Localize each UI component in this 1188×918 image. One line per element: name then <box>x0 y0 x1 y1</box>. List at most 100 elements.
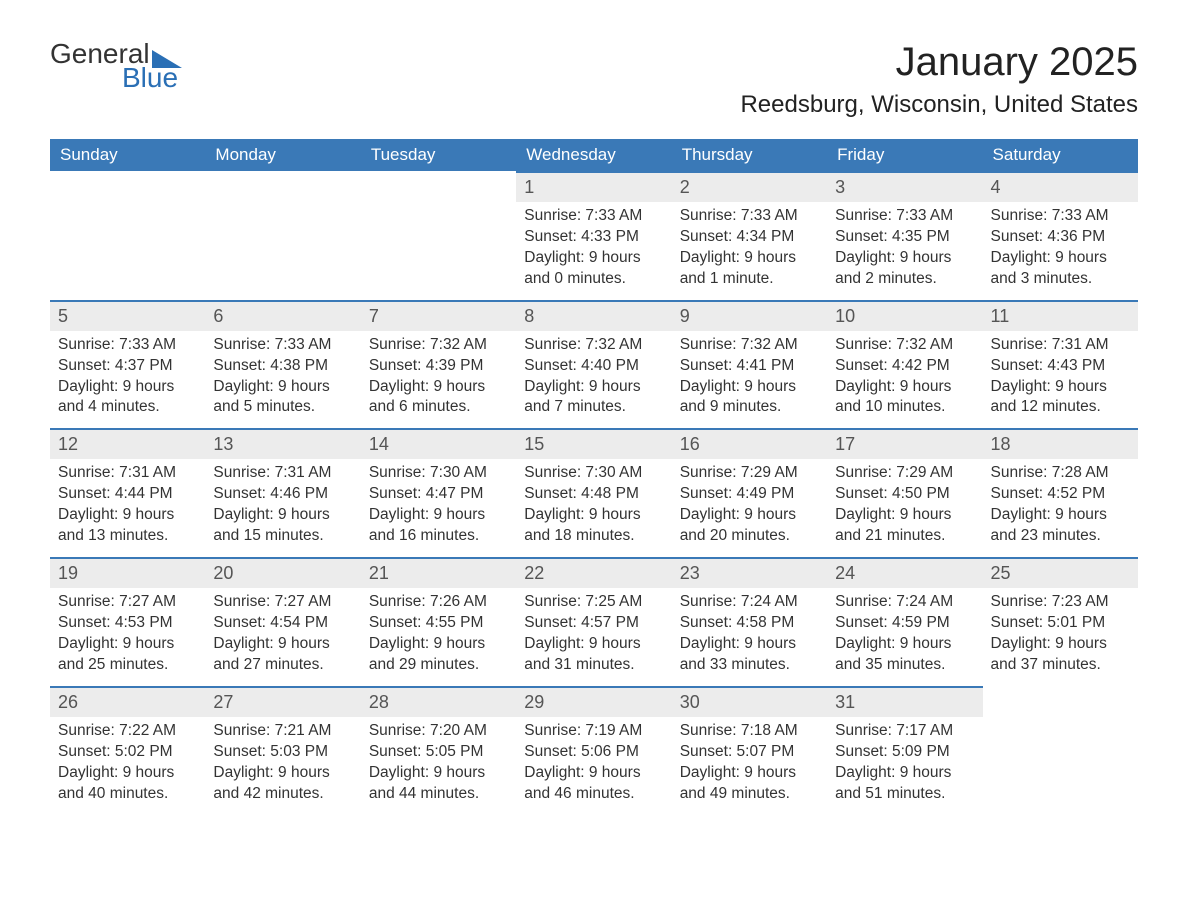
sunrise-line: Sunrise: 7:31 AM <box>991 335 1130 356</box>
weekday-header: Monday <box>205 139 360 171</box>
calendar-cell: 24Sunrise: 7:24 AMSunset: 4:59 PMDayligh… <box>827 557 982 686</box>
day-details: Sunrise: 7:20 AMSunset: 5:05 PMDaylight:… <box>361 717 516 815</box>
day-number: 26 <box>50 686 205 717</box>
day-number: 12 <box>50 428 205 459</box>
calendar-cell: 21Sunrise: 7:26 AMSunset: 4:55 PMDayligh… <box>361 557 516 686</box>
calendar-week-row: 5Sunrise: 7:33 AMSunset: 4:37 PMDaylight… <box>50 300 1138 429</box>
sunset-line: Sunset: 4:44 PM <box>58 484 197 505</box>
sunset-line: Sunset: 5:02 PM <box>58 742 197 763</box>
day-number: 25 <box>983 557 1138 588</box>
daylight-line: Daylight: 9 hours and 16 minutes. <box>369 505 508 547</box>
sunset-line: Sunset: 5:01 PM <box>991 613 1130 634</box>
weekday-header: Friday <box>827 139 982 171</box>
daylight-line: Daylight: 9 hours and 29 minutes. <box>369 634 508 676</box>
calendar-cell <box>205 171 360 300</box>
calendar-cell: 8Sunrise: 7:32 AMSunset: 4:40 PMDaylight… <box>516 300 671 429</box>
day-details: Sunrise: 7:33 AMSunset: 4:37 PMDaylight:… <box>50 331 205 429</box>
sunrise-line: Sunrise: 7:24 AM <box>680 592 819 613</box>
daylight-line: Daylight: 9 hours and 27 minutes. <box>213 634 352 676</box>
sunrise-line: Sunrise: 7:19 AM <box>524 721 663 742</box>
day-number: 7 <box>361 300 516 331</box>
day-details: Sunrise: 7:33 AMSunset: 4:36 PMDaylight:… <box>983 202 1138 300</box>
calendar-week-row: 26Sunrise: 7:22 AMSunset: 5:02 PMDayligh… <box>50 686 1138 815</box>
sunset-line: Sunset: 4:59 PM <box>835 613 974 634</box>
sunset-line: Sunset: 5:05 PM <box>369 742 508 763</box>
sunset-line: Sunset: 4:47 PM <box>369 484 508 505</box>
day-number: 21 <box>361 557 516 588</box>
day-details: Sunrise: 7:25 AMSunset: 4:57 PMDaylight:… <box>516 588 671 686</box>
day-details: Sunrise: 7:33 AMSunset: 4:38 PMDaylight:… <box>205 331 360 429</box>
day-number: 10 <box>827 300 982 331</box>
calendar-cell: 5Sunrise: 7:33 AMSunset: 4:37 PMDaylight… <box>50 300 205 429</box>
day-details: Sunrise: 7:31 AMSunset: 4:46 PMDaylight:… <box>205 459 360 557</box>
calendar-cell <box>983 686 1138 815</box>
calendar-cell: 17Sunrise: 7:29 AMSunset: 4:50 PMDayligh… <box>827 428 982 557</box>
sunset-line: Sunset: 4:49 PM <box>680 484 819 505</box>
day-number: 15 <box>516 428 671 459</box>
day-details: Sunrise: 7:33 AMSunset: 4:34 PMDaylight:… <box>672 202 827 300</box>
day-details: Sunrise: 7:18 AMSunset: 5:07 PMDaylight:… <box>672 717 827 815</box>
calendar-cell: 23Sunrise: 7:24 AMSunset: 4:58 PMDayligh… <box>672 557 827 686</box>
calendar-week-row: 12Sunrise: 7:31 AMSunset: 4:44 PMDayligh… <box>50 428 1138 557</box>
day-details: Sunrise: 7:21 AMSunset: 5:03 PMDaylight:… <box>205 717 360 815</box>
weekday-header: Wednesday <box>516 139 671 171</box>
sunrise-line: Sunrise: 7:33 AM <box>680 206 819 227</box>
sunset-line: Sunset: 4:40 PM <box>524 356 663 377</box>
day-number: 23 <box>672 557 827 588</box>
day-number: 20 <box>205 557 360 588</box>
daylight-line: Daylight: 9 hours and 37 minutes. <box>991 634 1130 676</box>
calendar-cell: 11Sunrise: 7:31 AMSunset: 4:43 PMDayligh… <box>983 300 1138 429</box>
weekday-header: Saturday <box>983 139 1138 171</box>
day-details: Sunrise: 7:17 AMSunset: 5:09 PMDaylight:… <box>827 717 982 815</box>
calendar-cell: 27Sunrise: 7:21 AMSunset: 5:03 PMDayligh… <box>205 686 360 815</box>
day-details: Sunrise: 7:31 AMSunset: 4:44 PMDaylight:… <box>50 459 205 557</box>
calendar-cell: 25Sunrise: 7:23 AMSunset: 5:01 PMDayligh… <box>983 557 1138 686</box>
sunrise-line: Sunrise: 7:31 AM <box>213 463 352 484</box>
day-number: 22 <box>516 557 671 588</box>
calendar-cell: 26Sunrise: 7:22 AMSunset: 5:02 PMDayligh… <box>50 686 205 815</box>
sunrise-line: Sunrise: 7:33 AM <box>58 335 197 356</box>
sunset-line: Sunset: 4:54 PM <box>213 613 352 634</box>
day-number: 1 <box>516 171 671 202</box>
daylight-line: Daylight: 9 hours and 6 minutes. <box>369 377 508 419</box>
day-number: 13 <box>205 428 360 459</box>
daylight-line: Daylight: 9 hours and 5 minutes. <box>213 377 352 419</box>
sunrise-line: Sunrise: 7:33 AM <box>835 206 974 227</box>
day-details: Sunrise: 7:32 AMSunset: 4:42 PMDaylight:… <box>827 331 982 429</box>
sunset-line: Sunset: 4:52 PM <box>991 484 1130 505</box>
calendar-cell: 2Sunrise: 7:33 AMSunset: 4:34 PMDaylight… <box>672 171 827 300</box>
calendar-cell: 3Sunrise: 7:33 AMSunset: 4:35 PMDaylight… <box>827 171 982 300</box>
sunset-line: Sunset: 4:35 PM <box>835 227 974 248</box>
day-number: 30 <box>672 686 827 717</box>
calendar-cell: 13Sunrise: 7:31 AMSunset: 4:46 PMDayligh… <box>205 428 360 557</box>
daylight-line: Daylight: 9 hours and 49 minutes. <box>680 763 819 805</box>
sunrise-line: Sunrise: 7:30 AM <box>524 463 663 484</box>
sunset-line: Sunset: 5:03 PM <box>213 742 352 763</box>
day-details: Sunrise: 7:32 AMSunset: 4:39 PMDaylight:… <box>361 331 516 429</box>
sunrise-line: Sunrise: 7:30 AM <box>369 463 508 484</box>
sunrise-line: Sunrise: 7:17 AM <box>835 721 974 742</box>
day-number: 11 <box>983 300 1138 331</box>
day-number: 6 <box>205 300 360 331</box>
daylight-line: Daylight: 9 hours and 23 minutes. <box>991 505 1130 547</box>
day-details: Sunrise: 7:29 AMSunset: 4:50 PMDaylight:… <box>827 459 982 557</box>
calendar-week-row: 19Sunrise: 7:27 AMSunset: 4:53 PMDayligh… <box>50 557 1138 686</box>
calendar-cell: 28Sunrise: 7:20 AMSunset: 5:05 PMDayligh… <box>361 686 516 815</box>
calendar-cell: 12Sunrise: 7:31 AMSunset: 4:44 PMDayligh… <box>50 428 205 557</box>
sunrise-line: Sunrise: 7:32 AM <box>680 335 819 356</box>
daylight-line: Daylight: 9 hours and 33 minutes. <box>680 634 819 676</box>
sunrise-line: Sunrise: 7:28 AM <box>991 463 1130 484</box>
day-number: 5 <box>50 300 205 331</box>
day-number: 27 <box>205 686 360 717</box>
sunset-line: Sunset: 4:43 PM <box>991 356 1130 377</box>
calendar-cell: 20Sunrise: 7:27 AMSunset: 4:54 PMDayligh… <box>205 557 360 686</box>
page-header: General Blue January 2025 Reedsburg, Wis… <box>50 40 1138 131</box>
day-number: 31 <box>827 686 982 717</box>
day-details: Sunrise: 7:33 AMSunset: 4:33 PMDaylight:… <box>516 202 671 300</box>
calendar-table: Sunday Monday Tuesday Wednesday Thursday… <box>50 139 1138 814</box>
calendar-cell: 30Sunrise: 7:18 AMSunset: 5:07 PMDayligh… <box>672 686 827 815</box>
sunrise-line: Sunrise: 7:18 AM <box>680 721 819 742</box>
day-number: 16 <box>672 428 827 459</box>
sunset-line: Sunset: 4:37 PM <box>58 356 197 377</box>
sunset-line: Sunset: 4:36 PM <box>991 227 1130 248</box>
